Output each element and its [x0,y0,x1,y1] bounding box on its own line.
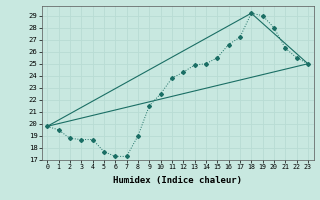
X-axis label: Humidex (Indice chaleur): Humidex (Indice chaleur) [113,176,242,185]
